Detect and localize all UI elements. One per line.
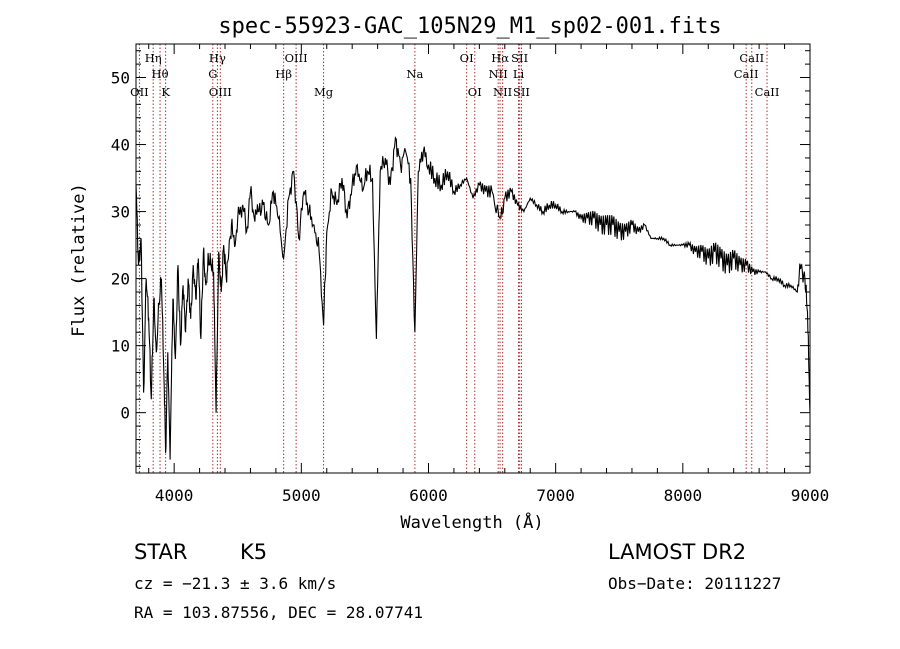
line-label: Hγ <box>209 51 226 65</box>
line-label: K <box>161 85 170 99</box>
obs-date-text: Obs−Date: 20111227 <box>608 574 782 593</box>
x-tick-label: 6000 <box>409 486 448 505</box>
line-label: NII <box>493 85 512 99</box>
line-label: OII <box>130 85 149 99</box>
line-label: Na <box>406 67 423 81</box>
line-label: SII <box>513 85 530 99</box>
spectral-subclass: K5 <box>240 540 268 564</box>
coordinates-text: RA = 103.87556, DEC = 28.07741 <box>134 603 423 622</box>
line-label: Mg <box>314 85 334 99</box>
y-tick-label: 0 <box>120 404 130 423</box>
y-axis: 0 10 20 30 40 50 <box>111 50 810 467</box>
line-label: Li <box>513 67 525 81</box>
line-labels: OIIHηHθKGHγOIIIHβOIIIMgNaOIOINIIHαNIILiS… <box>130 51 779 99</box>
line-label: CaII <box>755 85 780 99</box>
y-tick-label: 50 <box>111 69 130 88</box>
line-label: OIII <box>285 51 308 65</box>
survey-name: LAMOST DR2 <box>608 540 747 564</box>
x-axis: 4000 5000 6000 7000 8000 9000 <box>148 44 830 505</box>
x-tick-label: 7000 <box>536 486 575 505</box>
y-tick-label: 20 <box>111 270 130 289</box>
x-tick-label: 4000 <box>155 486 194 505</box>
x-tick-label: 5000 <box>282 486 321 505</box>
line-label: SII <box>511 51 528 65</box>
x-axis-label: Wavelength (Å) <box>400 511 543 533</box>
line-label: CaII <box>739 51 764 65</box>
x-tick-label: 9000 <box>791 486 830 505</box>
y-axis-label: Flux (relative) <box>69 183 89 337</box>
line-markers <box>138 44 768 473</box>
y-tick-label: 10 <box>111 337 130 356</box>
plot-frame <box>135 43 811 474</box>
line-label: Hβ <box>275 67 292 81</box>
y-tick-label: 30 <box>111 203 130 222</box>
line-label: Hθ <box>152 67 169 81</box>
redshift-text: cz = −21.3 ± 3.6 km/s <box>134 574 337 593</box>
line-label: OI <box>468 85 482 99</box>
line-label: NII <box>489 67 508 81</box>
chart-title: spec-55923-GAC_105N29_M1_sp02-001.fits <box>218 14 721 39</box>
x-tick-label: 8000 <box>664 486 703 505</box>
object-class: STAR <box>134 540 188 564</box>
line-label: OI <box>460 51 474 65</box>
line-label: OIII <box>209 85 232 99</box>
line-label: Hα <box>491 51 509 65</box>
y-tick-label: 40 <box>111 136 130 155</box>
spectrum-line <box>135 136 811 460</box>
line-label: G <box>208 67 217 81</box>
line-label: CaII <box>734 67 759 81</box>
line-label: Hη <box>145 51 162 65</box>
